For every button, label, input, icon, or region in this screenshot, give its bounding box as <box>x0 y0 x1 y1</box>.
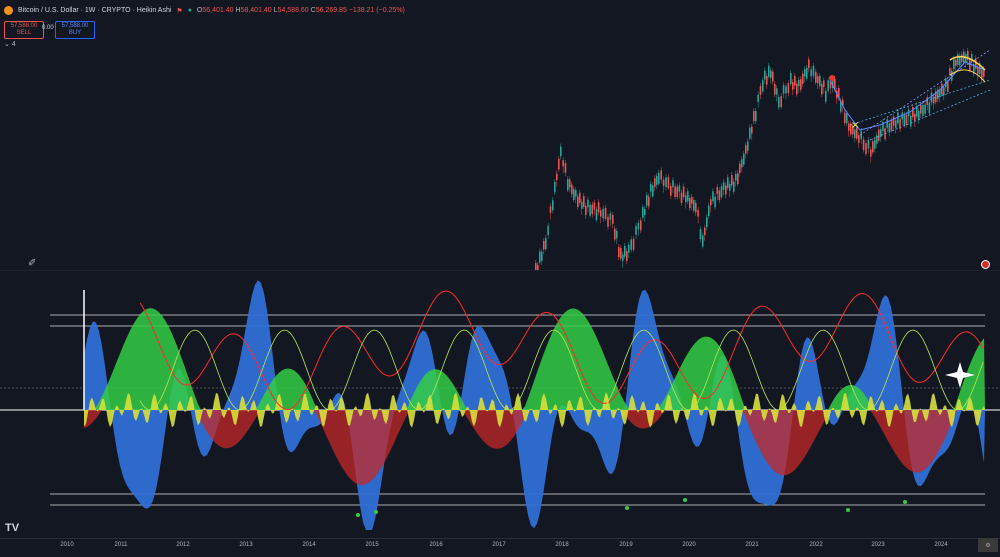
us-flag-icon[interactable] <box>981 260 990 269</box>
sparkle-icon <box>945 362 975 388</box>
signal-dot <box>356 513 360 517</box>
curve-annotation <box>949 69 986 83</box>
year-tick-label: 2010 <box>60 542 74 548</box>
year-tick-label: 2019 <box>619 542 633 548</box>
red-signal-line <box>139 290 984 411</box>
curve-annotation <box>949 55 986 71</box>
oscillator-svg <box>0 280 1000 530</box>
signal-dot <box>829 75 835 81</box>
indicators-toggle[interactable]: ⌄ 4 <box>4 41 16 48</box>
symbol-title[interactable]: Bitcoin / U.S. Dollar · 1W · CRYPTO · He… <box>18 7 172 14</box>
spread-value: 0.00 <box>42 25 54 31</box>
year-tick-label: 2013 <box>239 542 253 548</box>
year-tick-label: 2016 <box>429 542 443 548</box>
year-tick-label: 2022 <box>809 542 823 548</box>
year-tick-label: 2012 <box>176 542 190 548</box>
bitcoin-icon <box>4 6 13 15</box>
year-tick-label: 2020 <box>682 542 696 548</box>
year-tick-label: 2011 <box>114 542 128 548</box>
price-chart-svg: × <box>535 48 991 278</box>
blue-momentum-area <box>84 280 985 530</box>
signal-dot <box>846 508 850 512</box>
red-momentum-area <box>84 410 985 485</box>
trend-line <box>849 79 991 126</box>
sell-button[interactable]: 57,588.00 SELL <box>4 21 44 39</box>
buy-button[interactable]: 57,588.00 BUY <box>55 21 95 39</box>
symbol-row: Bitcoin / U.S. Dollar · 1W · CRYPTO · He… <box>4 6 405 15</box>
year-tick-label: 2024 <box>934 542 948 548</box>
year-tick-label: 2014 <box>302 542 316 548</box>
ohlc-values: O56,401.40 H58,401.40 L54,588.60 C56,269… <box>196 7 405 14</box>
price-chart-pane[interactable]: × <box>0 0 1000 278</box>
trend-line <box>869 89 991 141</box>
oscillator-pane[interactable] <box>0 270 1000 540</box>
year-tick-label: 2023 <box>871 542 885 548</box>
yellow-histogram-area <box>84 392 985 428</box>
pane-divider[interactable] <box>0 270 1000 271</box>
time-axis[interactable]: 2010 2011 2012 2013 2014 2015 2016 2017 2018 2019… <box>0 538 1000 557</box>
cross-marker: × <box>851 120 859 131</box>
green-momentum-area <box>84 308 985 410</box>
signal-dot <box>374 510 378 514</box>
tradingview-logo[interactable]: TV <box>5 522 20 534</box>
year-tick-label: 2021 <box>745 542 759 548</box>
year-tick-label: 2015 <box>365 542 379 548</box>
chart-header: Bitcoin / U.S. Dollar · 1W · CRYPTO · He… <box>0 0 1000 52</box>
market-status-dot: ● <box>187 7 192 14</box>
trend-line <box>859 49 991 136</box>
year-tick-label: 2018 <box>555 542 569 548</box>
drawing-tool-icon[interactable]: ✐ <box>28 258 37 269</box>
signal-dot <box>903 500 907 504</box>
flag-icon[interactable]: ⚑ <box>176 7 183 15</box>
year-tick-label: 2017 <box>492 542 506 548</box>
signal-dot <box>625 506 629 510</box>
settings-button[interactable]: ⚙ <box>978 538 998 552</box>
green-signal-line <box>139 329 984 411</box>
moving-average-line <box>829 61 986 131</box>
signal-dot <box>683 498 687 502</box>
